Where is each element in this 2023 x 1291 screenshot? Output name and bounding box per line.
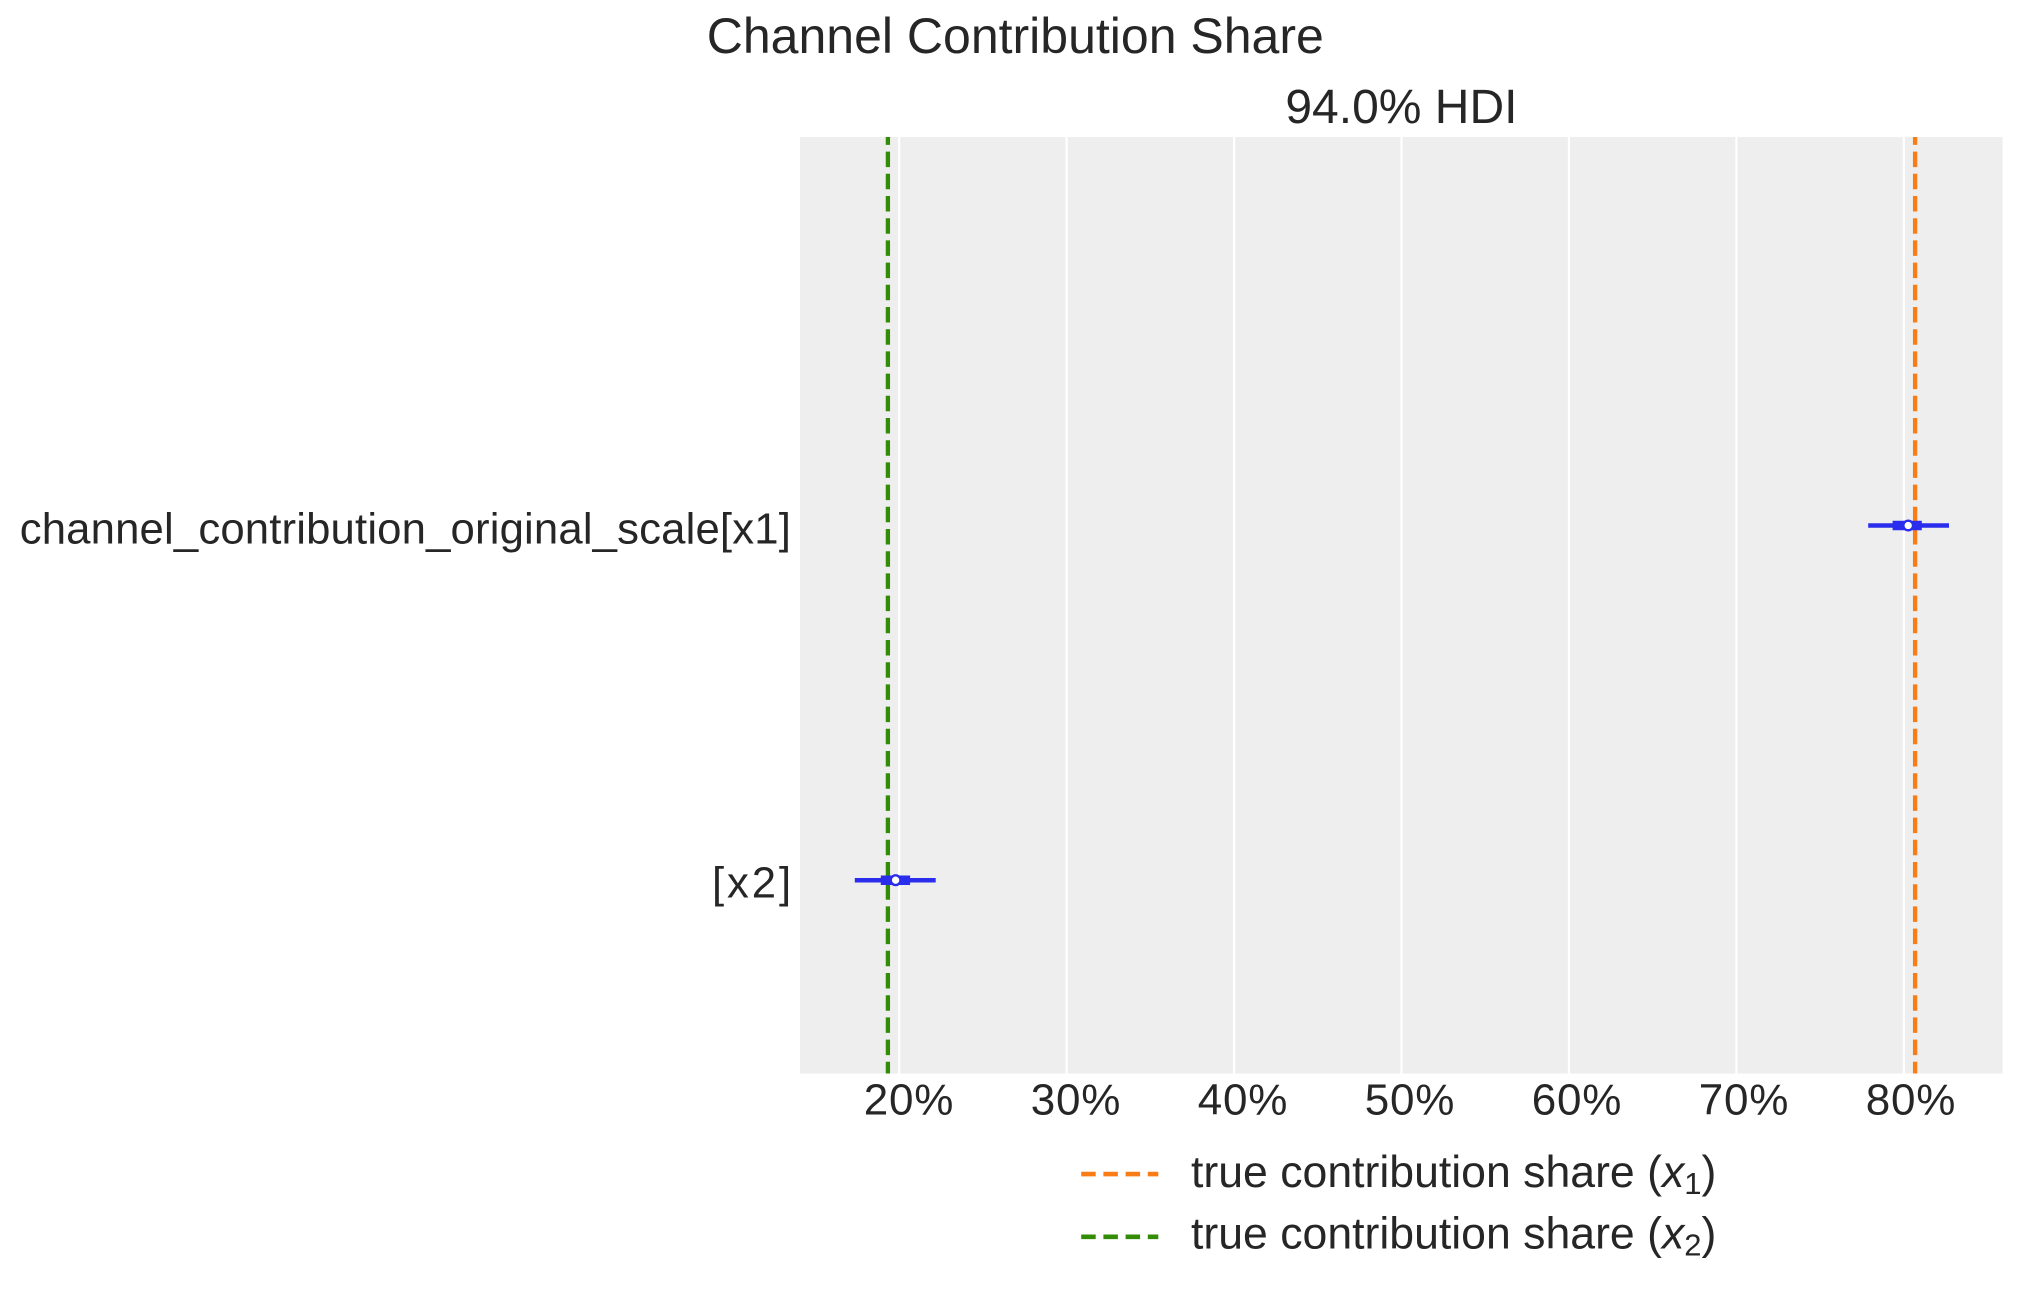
svg-text:[x2]: [x2] — [712, 858, 794, 907]
svg-text:true contribution share (x1): true contribution share (x1) — [1191, 1148, 1716, 1201]
svg-text:20%: 20% — [864, 1075, 954, 1124]
svg-text:40%: 40% — [1198, 1075, 1288, 1124]
svg-text:30%: 30% — [1031, 1075, 1121, 1124]
svg-text:Channel Contribution Share: Channel Contribution Share — [707, 8, 1324, 64]
svg-text:50%: 50% — [1365, 1075, 1455, 1124]
svg-text:80%: 80% — [1866, 1075, 1956, 1124]
svg-text:94.0% HDI: 94.0% HDI — [1285, 81, 1517, 134]
svg-text:channel_contribution_original_: channel_contribution_original_scale[x1] — [20, 504, 791, 553]
svg-text:true contribution share (x2): true contribution share (x2) — [1191, 1210, 1716, 1263]
svg-text:70%: 70% — [1699, 1075, 1789, 1124]
svg-text:60%: 60% — [1532, 1075, 1622, 1124]
